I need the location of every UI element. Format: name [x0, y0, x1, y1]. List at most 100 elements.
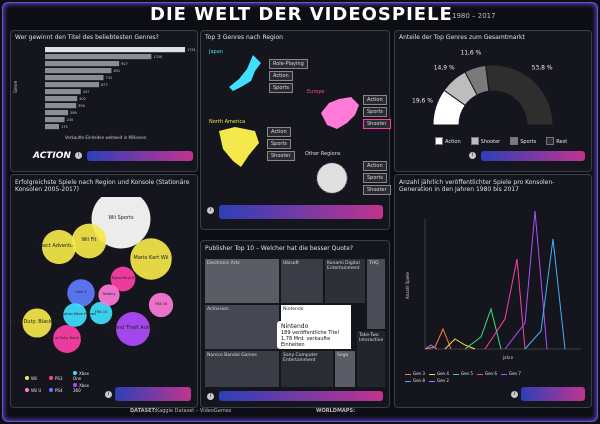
note-bar: [219, 391, 383, 401]
bubble-label: Wii Fit: [81, 237, 96, 243]
bar-value-label: 1330: [153, 55, 162, 59]
bubble-label: Grand Theft Auto V: [109, 325, 158, 331]
legend-item: Gen 7: [501, 371, 525, 376]
slice-value-label: 19,6 %: [412, 98, 433, 105]
bubble-label: Playstation Move Heroes: [54, 312, 96, 316]
legend-item: Gen 2: [429, 378, 453, 383]
info-icon[interactable]: i: [511, 391, 518, 398]
legend-item: Shooter: [470, 137, 500, 145]
bar-value-label: 831: [113, 69, 120, 73]
tag-europe-1: Action: [363, 95, 387, 105]
share-legend: Action Shooter Sports Rest: [435, 137, 577, 145]
region-label-other: Other Regions: [305, 151, 341, 157]
treemap-cell[interactable]: Sega: [335, 351, 355, 387]
series-line: [464, 307, 502, 350]
tag-other-3: Shooter: [363, 185, 391, 195]
legend-item: Gen 4: [429, 371, 453, 376]
regions-panel-title: Top 3 Genres nach Region: [205, 34, 283, 41]
tooltip-line2: 1,78 Mrd. verkaufte Einheiten: [281, 336, 331, 348]
share-panel: Anteile der Top Genres zum Gesamtmarkt 1…: [394, 30, 592, 172]
japan-map-shape: [229, 55, 261, 91]
bubble-label: Kinect Adventures!: [35, 243, 83, 249]
genre-panel: Wer gewinnt den Titel des beliebtesten G…: [10, 30, 198, 172]
treemap-cell[interactable]: Sony Computer Entertainment: [281, 351, 333, 387]
bar-value-label: 927: [121, 62, 128, 66]
tag-japan-3: Sports: [269, 83, 294, 93]
bubble-chart: Wii Sports Mario Kart Wii Kinect Adventure…: [11, 197, 174, 353]
bubble-panel-title: Erfolgreichste Spiele nach Region und Ko…: [15, 179, 190, 193]
bar-value-label: 289: [70, 111, 77, 115]
info-icon[interactable]: i: [75, 152, 82, 159]
share-panel-title: Anteile der Top Genres zum Gesamtmarkt: [399, 34, 525, 41]
bubble: [148, 292, 174, 318]
legend-item: Xbox One: [73, 371, 89, 381]
bar-value-label: 732: [106, 76, 113, 80]
note-bar: [481, 151, 585, 161]
bubble: [22, 308, 52, 338]
worldmaps-label: WORLDMAPS:: [316, 408, 356, 414]
bubble-panel: Erfolgreichste Spiele nach Region und Ko…: [10, 174, 198, 408]
console-line-chart: Jahre Anzahl Spiele: [405, 210, 581, 360]
genre-bar: [45, 110, 69, 116]
legend-item: PS3: [49, 376, 73, 381]
region-label-europe: Europe: [307, 89, 325, 95]
bar-value-label: 1751: [187, 48, 196, 52]
genre-bar: [45, 54, 152, 60]
legend-item: Sports: [510, 137, 536, 145]
treemap-cell[interactable]: Namco Bandai Games: [205, 351, 279, 387]
donut-slice: [485, 64, 554, 126]
series-line: [524, 238, 566, 350]
bubble-label: Halo 3: [76, 290, 87, 294]
slice-value-label: 11,6 %: [460, 49, 481, 56]
slice-value-label: 53,8 %: [532, 65, 553, 72]
bar-value-label: 402: [79, 97, 86, 101]
genre-bar: [45, 96, 78, 102]
genre-bar: [45, 61, 120, 67]
bubble-label: FIFA 15: [95, 310, 107, 314]
bubble: [110, 266, 136, 292]
bubble-label: Wii Sports: [108, 215, 134, 221]
genre-bar: [45, 47, 185, 53]
info-icon[interactable]: i: [105, 391, 112, 398]
bubble-label: Call of Duty: Black Ops: [48, 336, 87, 340]
legend-item: PS4: [49, 388, 73, 393]
action-logo: ACTION: [33, 151, 71, 161]
consoles-panel: Anzahl jährlich veröffentlichter Spiele …: [394, 174, 592, 408]
genre-bar: [45, 103, 77, 109]
treemap-cell[interactable]: Activision: [205, 305, 279, 349]
note-bar: [219, 205, 383, 219]
info-icon[interactable]: i: [207, 207, 214, 214]
legend-item: Gen 8: [405, 378, 429, 383]
info-icon[interactable]: i: [469, 152, 476, 159]
legend-item: Gen 3: [405, 371, 429, 376]
europe-map-shape: [321, 97, 359, 129]
genre-bar: [45, 89, 81, 95]
treemap-cell[interactable]: THQ: [367, 259, 385, 329]
page-title: DIE WELT DER VIDEOSPIELE: [150, 4, 453, 25]
bubble: [71, 223, 107, 259]
tooltip: Nintendo 189 veröffentliche Titel 1,78 M…: [277, 321, 347, 349]
legend-item: Gen 6: [477, 371, 501, 376]
genre-bar: [45, 75, 104, 81]
publisher-panel-title: Publisher Top 10 – Welcher hat die besse…: [205, 245, 354, 252]
y-axis-label: Anzahl Spiele: [405, 271, 410, 299]
info-icon[interactable]: i: [207, 393, 214, 400]
legend-item: Xbox 360: [73, 383, 89, 393]
treemap-cell[interactable]: Take-Two Interactive: [357, 331, 385, 387]
bubble: [41, 229, 77, 265]
treemap-cell[interactable]: Konami Digital Entertainment: [325, 259, 365, 303]
bar-value-label: 677: [101, 83, 108, 87]
treemap-cell[interactable]: Electronic Arts: [205, 259, 279, 303]
bar-value-label: 175: [61, 125, 68, 129]
publisher-panel: Publisher Top 10 – Welcher hat die besse…: [200, 240, 390, 408]
tooltip-title: Nintendo: [281, 323, 309, 330]
tag-other-1: Action: [363, 161, 387, 171]
bubble: [67, 279, 95, 307]
treemap-cell[interactable]: Ubisoft: [281, 259, 323, 303]
region-label-north-america: North America: [209, 119, 246, 125]
legend-item: Wii: [25, 376, 49, 381]
years-label: 1980 – 2017: [452, 12, 496, 20]
legend-item: Action: [435, 137, 461, 145]
